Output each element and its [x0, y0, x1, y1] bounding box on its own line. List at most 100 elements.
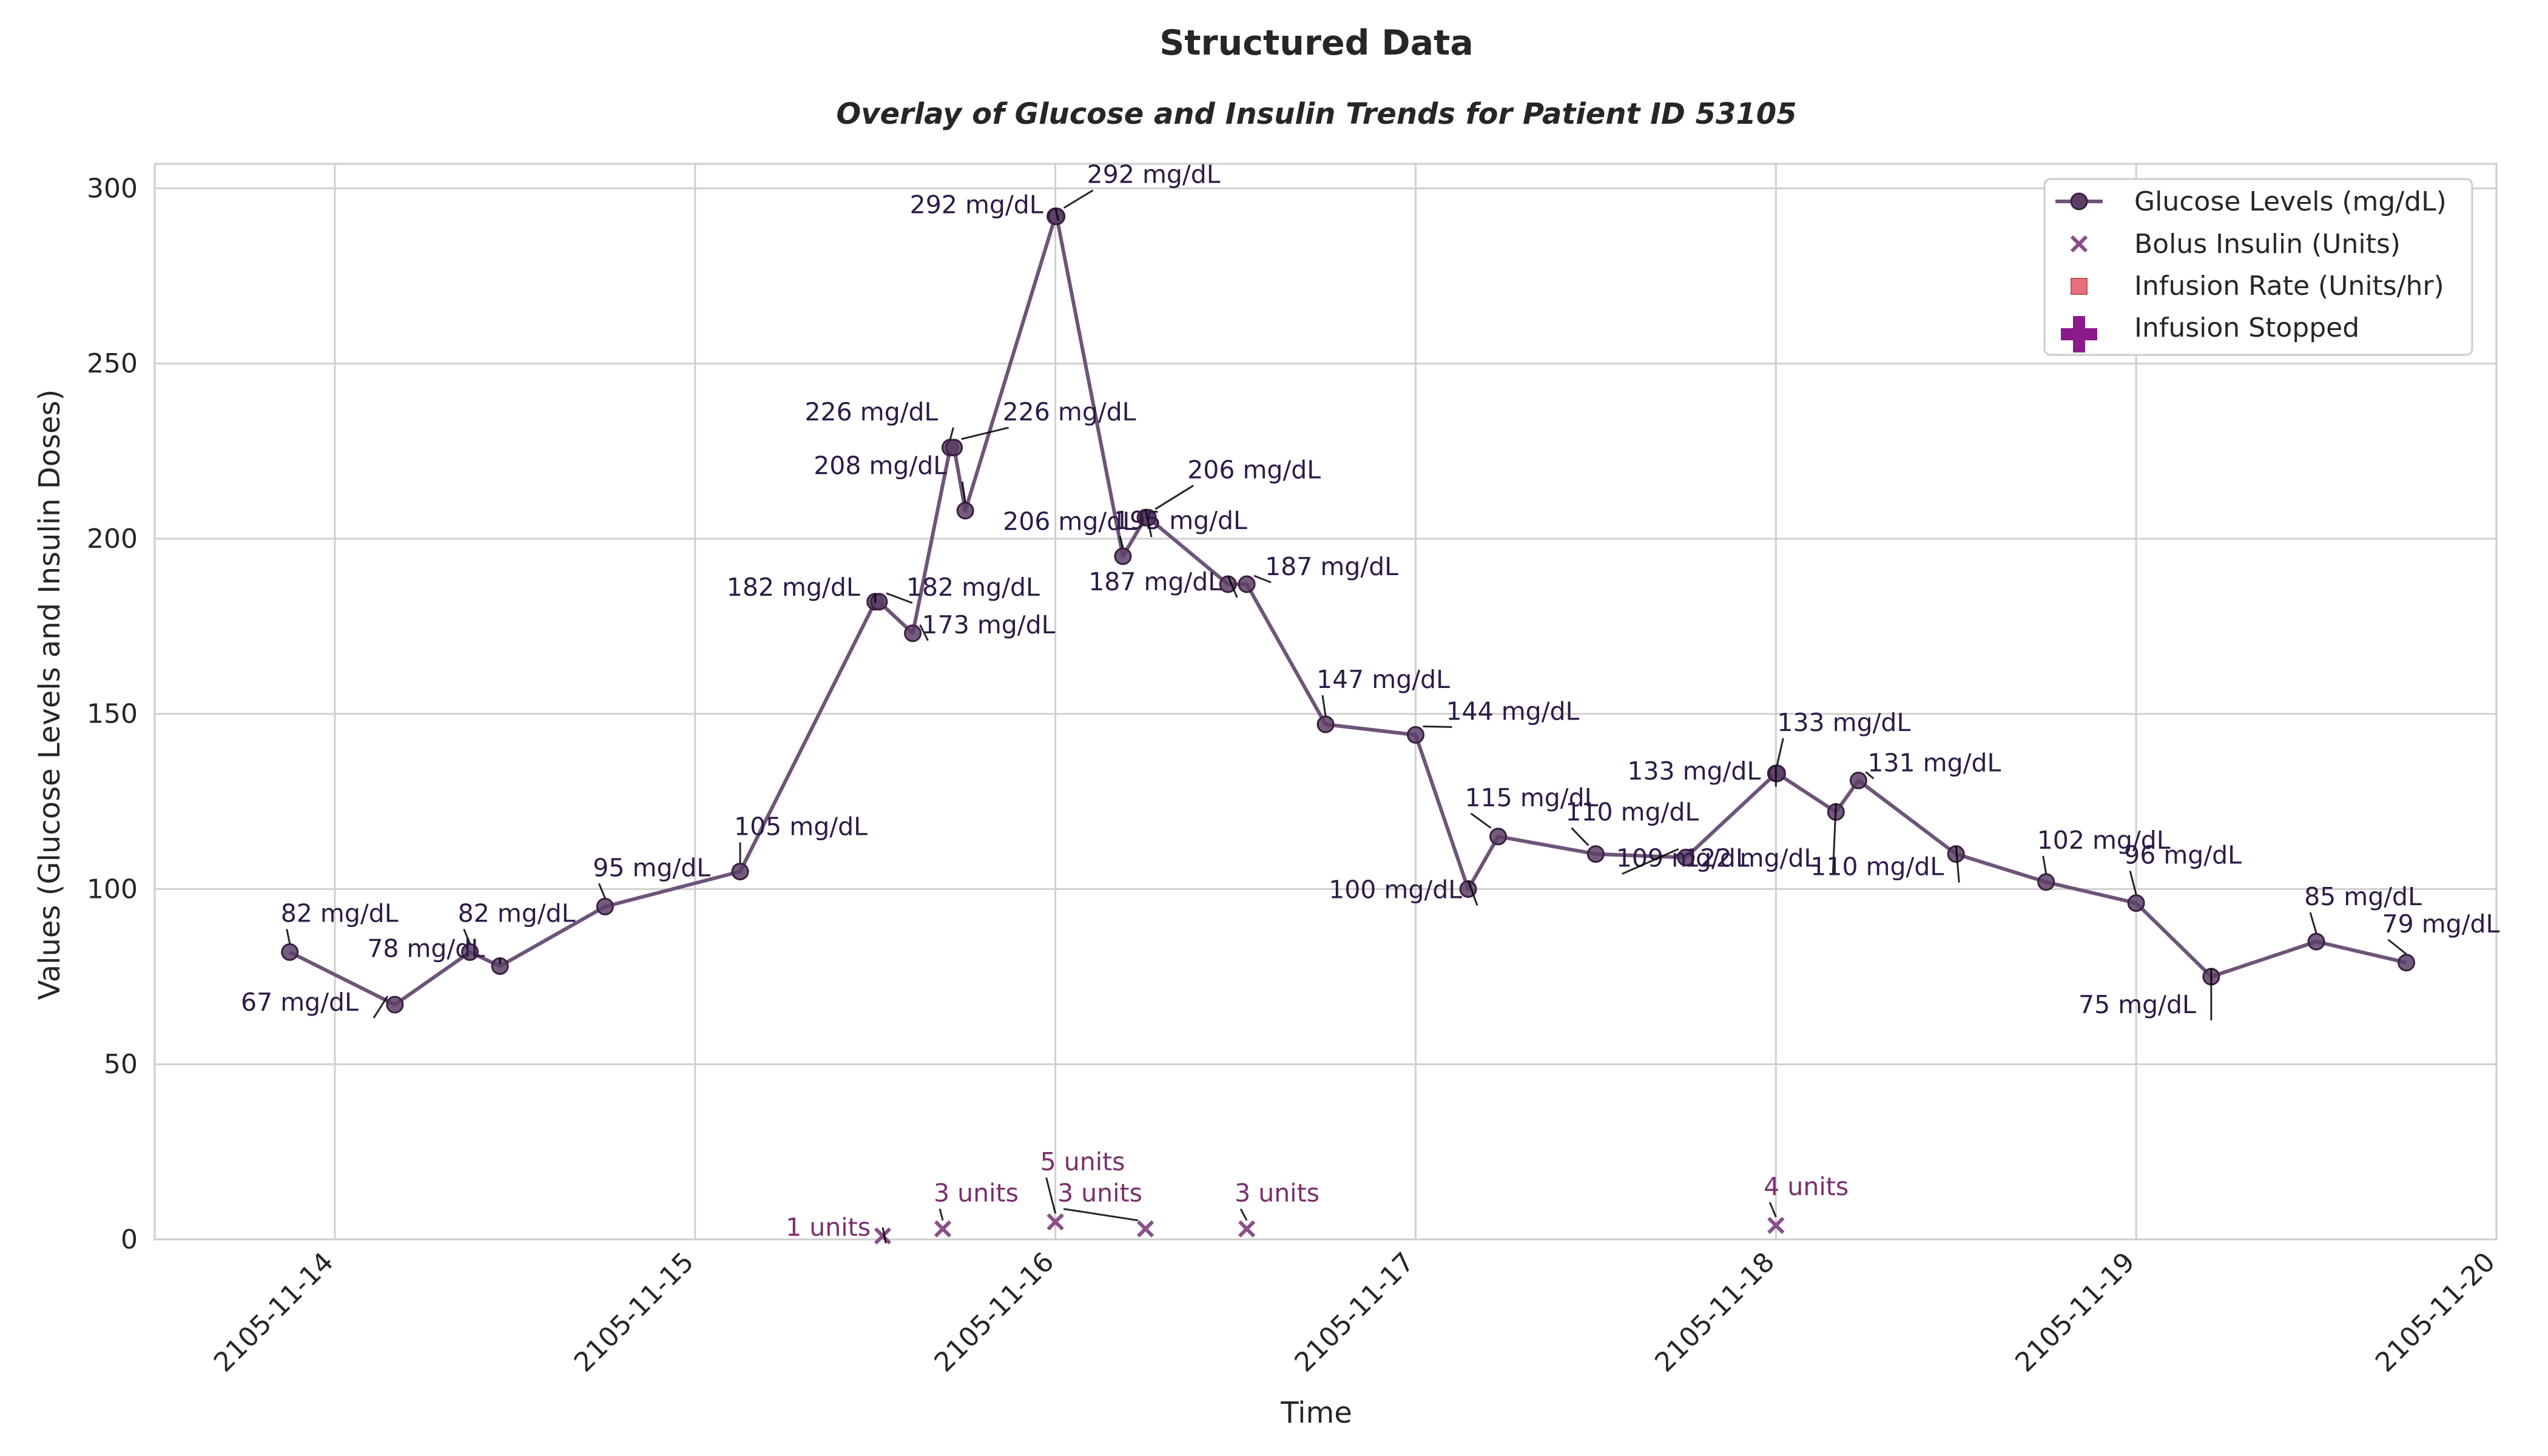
bolus-series — [874, 1213, 1785, 1245]
bolus-point — [1046, 1213, 1064, 1231]
glucose-data-label: 110 mg/dL — [1810, 852, 1944, 881]
glucose-point — [904, 624, 922, 642]
x-tick-label: 2105-11-19 — [2009, 1247, 2141, 1378]
glucose-data-label: 195 mg/dL — [1114, 506, 1247, 535]
legend-label-infusion-stopped: Infusion Stopped — [2134, 312, 2359, 343]
bolus-point — [934, 1220, 952, 1238]
x-tick-label: 2105-11-20 — [2370, 1247, 2501, 1378]
annotation-leader — [1776, 738, 1784, 766]
glucose-data-label: 187 mg/dL — [1265, 552, 1398, 581]
glucose-point — [2307, 932, 2325, 951]
glucose-data-label: 109 mg/dL — [1616, 843, 1750, 872]
glucose-data-label: 67 mg/dL — [241, 988, 359, 1017]
glucose-point — [945, 439, 963, 457]
glucose-point — [1586, 845, 1605, 863]
glucose-data-label: 182 mg/dL — [906, 573, 1040, 602]
y-tick-label: 250 — [87, 348, 138, 379]
annotation-leader — [2387, 939, 2407, 955]
glucose-data-label: 115 mg/dL — [1465, 783, 1599, 812]
annotation-leader — [1832, 803, 1837, 874]
annotation-leader — [1622, 848, 1679, 875]
square-marker-icon — [2071, 278, 2088, 295]
legend-label-infusion-rate: Infusion Rate (Units/hr) — [2134, 271, 2444, 302]
annotation-leader — [372, 996, 389, 1019]
glucose-point — [2398, 954, 2416, 972]
annotation-leader — [2042, 855, 2048, 874]
annotation-leader — [1063, 189, 1094, 209]
x-tick-label: 2105-11-14 — [208, 1247, 340, 1378]
y-tick-label: 200 — [87, 524, 138, 554]
glucose-point — [1316, 715, 1335, 733]
glucose-data-label: 173 mg/dL — [922, 610, 1056, 639]
glucose-point — [1114, 547, 1132, 565]
x-tick-label: 2105-11-15 — [568, 1247, 700, 1378]
glucose-data-label: 131 mg/dL — [1867, 748, 2001, 777]
annotation-leader — [1054, 207, 1060, 221]
bolus-data-label: 3 units — [1057, 1179, 1142, 1208]
annotation-leader — [961, 426, 1009, 440]
annotation-leader — [1467, 880, 1478, 906]
glucose-point — [281, 943, 299, 961]
glucose-data-label: 206 mg/dL — [1187, 455, 1321, 484]
glucose-data-label: 206 mg/dL — [1003, 507, 1136, 536]
legend: Glucose Levels (mg/dL) Bolus Insulin (Un… — [2043, 178, 2473, 356]
annotation-leader — [2309, 912, 2317, 934]
glucose-point — [2037, 873, 2055, 891]
glucose-data-label: 102 mg/dL — [2037, 826, 2171, 855]
bolus-point — [1136, 1220, 1154, 1238]
glucose-data-label: 100 mg/dL — [1329, 875, 1462, 904]
legend-frame — [2043, 178, 2473, 356]
data-labels: 82 mg/dL 67 mg/dL 82 mg/dL 78 mg/dL 95 mg/dL… — [241, 160, 2500, 1244]
annotation-leader — [2129, 871, 2137, 895]
x-axis-ticks: 2105-11-14 2105-11-15 2105-11-16 2105-11-17… — [208, 1247, 2501, 1378]
y-tick-label: 50 — [104, 1049, 138, 1080]
glucose-point — [386, 996, 404, 1014]
glucose-data-label: 226 mg/dL — [1003, 397, 1136, 426]
plus-marker-icon — [2061, 316, 2097, 352]
glucose-data-label: 110 mg/dL — [1565, 798, 1699, 827]
annotation-leader — [1423, 725, 1452, 728]
glucose-point — [461, 943, 479, 961]
glucose-data-label: 85 mg/dL — [2304, 882, 2422, 911]
annotation-leader — [463, 928, 471, 945]
annotation-leader — [1227, 575, 1238, 598]
annotation-leader — [1321, 695, 1327, 716]
annotation-leader — [881, 1227, 887, 1244]
glucose-point — [596, 897, 614, 915]
glucose-data-label: 292 mg/dL — [910, 190, 1043, 220]
annotation-leader — [1470, 812, 1492, 829]
annotation-leader — [961, 481, 966, 502]
bolus-point — [874, 1227, 892, 1245]
legend-label-glucose: Glucose Levels (mg/dL) — [2134, 186, 2447, 217]
bolus-point — [1767, 1216, 1785, 1235]
glucose-point — [1489, 827, 1508, 846]
bolus-data-label: 4 units — [1764, 1172, 1849, 1201]
bolus-point — [1238, 1220, 1256, 1238]
glucose-point — [1238, 575, 1256, 593]
bolus-data-label: 5 units — [1040, 1147, 1125, 1176]
glucose-data-label: 133 mg/dL — [1777, 708, 1910, 737]
y-tick-label: 150 — [87, 699, 138, 730]
annotation-leader — [1045, 1177, 1057, 1214]
glucose-data-label: 208 mg/dL — [814, 451, 947, 480]
x-axis-label: Time — [1280, 1396, 1352, 1430]
glucose-data-label: 147 mg/dL — [1316, 665, 1450, 694]
plot-frame — [153, 163, 2498, 1241]
legend-item-glucose: Glucose Levels (mg/dL) — [2055, 186, 2447, 217]
glucose-data-label: 105 mg/dL — [734, 812, 868, 841]
glucose-data-label: 144 mg/dL — [1446, 696, 1579, 726]
annotation-leader — [1571, 827, 1589, 846]
glucose-data-label: 75 mg/dL — [2078, 990, 2196, 1019]
glucose-data-label: 292 mg/dL — [1087, 160, 1221, 189]
annotation-leader — [1253, 575, 1272, 584]
glucose-data-label: 96 mg/dL — [2124, 841, 2242, 870]
glucose-point — [956, 502, 974, 520]
annotation-leader — [919, 624, 929, 641]
annotation-leader — [1154, 485, 1194, 510]
annotation-leader — [1063, 1208, 1139, 1222]
annotation-leader — [1119, 536, 1124, 548]
glucose-data-label: 226 mg/dL — [804, 397, 938, 426]
chart-suptitle: Structured Data — [1159, 23, 1474, 63]
x-tick-label: 2105-11-16 — [929, 1247, 1060, 1378]
